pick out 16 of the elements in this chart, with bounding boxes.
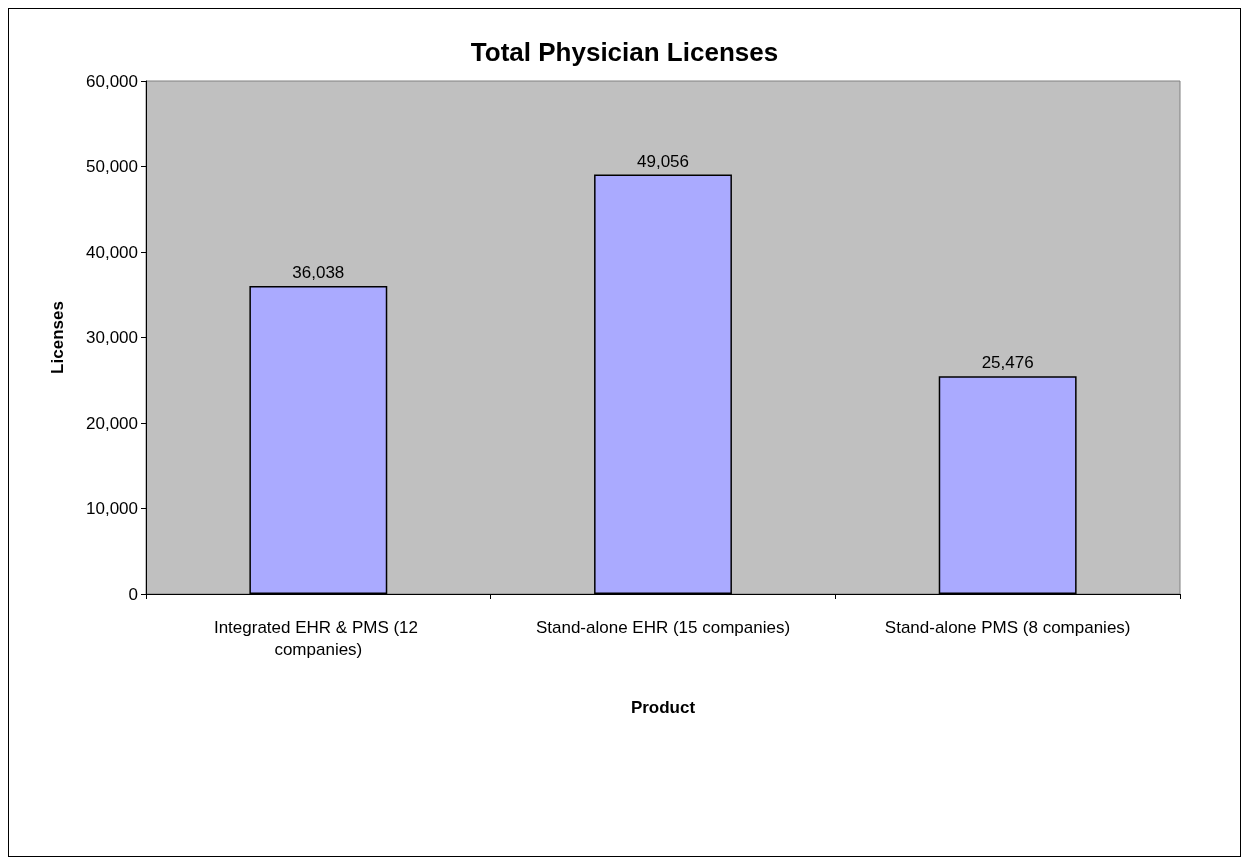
y-tick-label: 20,000 [86,413,138,433]
y-tick-label: 30,000 [86,328,138,347]
y-tick-label: 60,000 [86,71,138,91]
x-axis-title: Product [630,698,696,717]
y-axis-title: Licenses [48,301,67,374]
data-label: 25,476 [981,353,1034,373]
x-tick-label: Integrated EHR & PMS (12 companies) [213,617,423,659]
y-tick-label: 50,000 [86,157,138,176]
y-tick-label: 40,000 [86,242,138,262]
y-tick-label: 10,000 [86,499,138,518]
x-tick-label: Stand-alone PMS (8 companies) [884,617,1131,637]
x-tick-label: Stand-alone EHR (15 companies) [535,617,791,637]
y-tick-label: 0 [128,584,138,604]
data-label: 36,038 [292,262,345,282]
data-label: 49,056 [637,151,689,171]
chart-title: Total Physician Licenses [470,37,779,67]
